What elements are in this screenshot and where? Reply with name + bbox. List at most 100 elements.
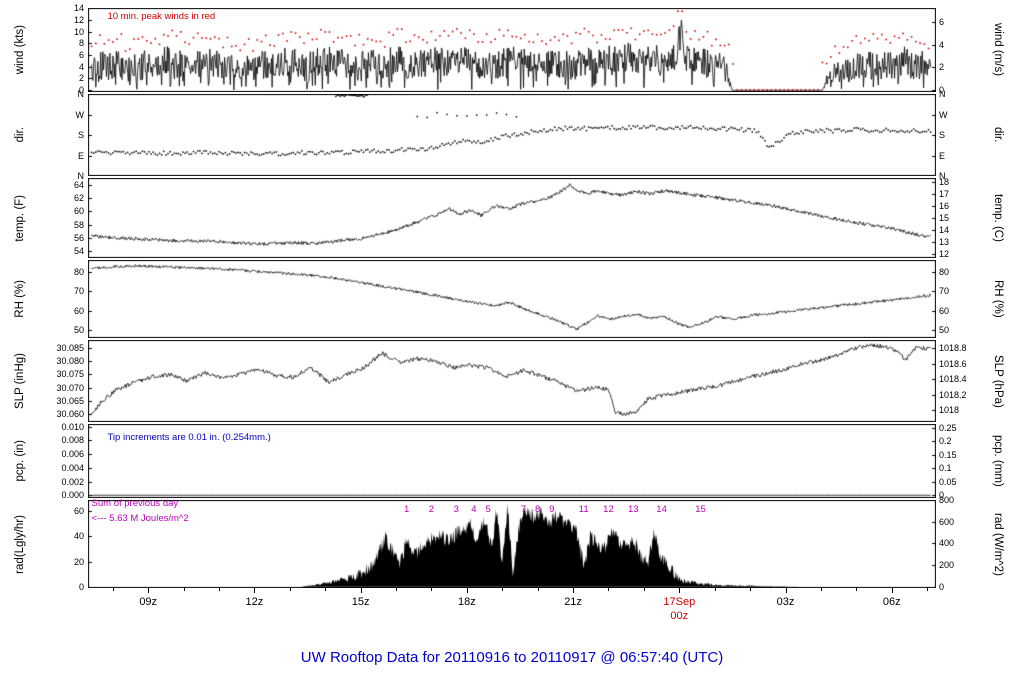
- y-tick-label-left-rad: 20: [73, 556, 84, 567]
- y-tick-label-left-dir: N: [77, 171, 85, 181]
- y-tick-label-right-rad: 200: [939, 560, 955, 571]
- x-tick-mark: [750, 588, 752, 591]
- y-tick-label-right-pcp: 0.1: [939, 463, 952, 474]
- y-tick-label-right-temp: 13: [939, 237, 950, 247]
- y-tick-label-left-pcp: 0.004: [61, 462, 84, 473]
- y-tick-label-right-dir: N: [939, 171, 946, 181]
- y-tick-label-right-rad: 600: [939, 516, 955, 527]
- annotation-rad: 13: [627, 503, 639, 515]
- y-tick-label-left-wind: 0: [78, 85, 84, 96]
- y-tick-label-left-pcp: 0.010: [61, 421, 84, 432]
- time-axis: 09z 12z 15z 18z 21z 17Sep 00z 03z 06z: [0, 588, 1024, 648]
- panel-temp: [88, 178, 936, 258]
- y-axis-title-left-rh: RH (%): [14, 280, 26, 318]
- y-tick-label-right-slp: 1018.2: [939, 389, 967, 400]
- annotation-pcp: Tip increments are 0.01 in. (0.254mm.): [107, 432, 271, 444]
- y-tick-label-right-temp: 12: [939, 249, 950, 259]
- x-tick-mark: [820, 588, 822, 591]
- y-tick-label-right-rad: 800: [939, 495, 955, 506]
- y-tick-label-left-slp: 30.060: [56, 409, 84, 420]
- annotation-rad: Sum of previous day: [91, 497, 179, 509]
- x-tick-label: 18z: [457, 596, 476, 608]
- y-tick-label-left-slp: 30.075: [56, 369, 84, 380]
- annotation-rad: 2: [428, 503, 435, 515]
- y-tick-label-right-temp: 16: [939, 201, 950, 211]
- annotation-rad: 7: [520, 503, 527, 515]
- y-axis-title-left-temp: temp. (F): [14, 194, 26, 242]
- y-tick-label-left-pcp: 0.006: [61, 449, 84, 460]
- y-tick-label-right-rh: 60: [939, 305, 950, 316]
- panel-wind: 10 min. peak winds in red: [88, 8, 936, 92]
- y-tick-label-left-rad: 60: [73, 506, 84, 517]
- y-tick-label-right-temp: 14: [939, 225, 950, 235]
- plot-canvas-rh: [88, 260, 936, 338]
- y-tick-label-left-temp: 58: [73, 219, 84, 230]
- x-tick-mark: [148, 588, 150, 593]
- y-tick-label-left-temp: 64: [73, 179, 84, 190]
- y-tick-label-right-pcp: 0.15: [939, 449, 957, 460]
- y-tick-label-left-slp: 30.080: [56, 356, 84, 367]
- x-tick-mark: [325, 588, 327, 591]
- y-tick-label-right-rad: 0: [939, 581, 945, 592]
- x-tick-mark: [856, 588, 858, 591]
- y-tick-label-right-dir: N: [939, 89, 946, 99]
- x-tick-mark: [396, 588, 398, 591]
- y-tick-label-left-dir: N: [77, 89, 85, 99]
- y-tick-label-left-rad: 0: [78, 581, 84, 592]
- y-tick-label-left-dir: S: [77, 130, 84, 140]
- y-axis-title-left-pcp: pcp. (in): [14, 440, 26, 482]
- y-axis-title-right-temp: temp. (C): [992, 194, 1004, 242]
- y-axis-title-left-rad: rad(Lgly/hr): [14, 514, 26, 574]
- y-tick-label-left-slp: 30.085: [56, 342, 84, 353]
- y-tick-label-right-wind: 2: [939, 62, 945, 73]
- y-tick-label-left-wind: 14: [73, 3, 84, 13]
- annotation-wind: 10 min. peak winds in red: [107, 11, 216, 23]
- y-tick-label-right-temp: 18: [939, 177, 950, 187]
- y-tick-label-right-dir: W: [939, 109, 948, 120]
- annotation-rad: <--- 5.63 M Joules/m^2: [91, 512, 189, 524]
- x-tick-mark: [183, 588, 185, 591]
- y-axis-title-left-dir: dir.: [14, 127, 26, 143]
- y-tick-label-right-wind: 0: [939, 85, 945, 96]
- y-tick-label-left-pcp: 0.000: [61, 490, 84, 501]
- y-tick-label-left-dir: W: [75, 109, 85, 120]
- annotation-rad: 3: [453, 503, 459, 515]
- y-axis-title-right-dir: dir.: [992, 127, 1004, 143]
- x-tick-mark: [254, 588, 256, 593]
- panel-dir: [88, 94, 936, 176]
- y-tick-label-right-slp: 1018.4: [939, 374, 967, 385]
- x-tick-label: 09z: [139, 596, 158, 608]
- y-tick-label-left-pcp: 0.008: [61, 435, 84, 446]
- x-tick-label: 00z: [670, 610, 689, 622]
- y-axis-title-right-slp: SLP (hPa): [992, 354, 1004, 408]
- y-tick-label-left-temp: 60: [73, 206, 84, 217]
- panel-rh: [88, 260, 936, 338]
- y-tick-label-left-wind: 10: [73, 26, 84, 37]
- plot-canvas-wind: [88, 8, 936, 92]
- plot-canvas-slp: [88, 340, 936, 422]
- x-tick-mark: [466, 588, 468, 593]
- y-tick-label-right-pcp: 0.05: [939, 476, 957, 487]
- y-tick-label-left-wind: 4: [78, 61, 84, 72]
- y-tick-label-right-slp: 1018.6: [939, 358, 967, 369]
- y-tick-label-right-pcp: 0.25: [939, 422, 957, 433]
- y-tick-label-left-temp: 54: [73, 246, 84, 257]
- y-tick-label-right-temp: 17: [939, 189, 950, 199]
- x-tick-mark: [289, 588, 291, 591]
- x-tick-label: 21z: [564, 596, 582, 608]
- y-axis-title-left-wind: wind (kts): [14, 25, 26, 75]
- y-tick-label-right-pcp: 0.2: [939, 436, 952, 447]
- y-axis-title-right-rh: RH (%): [992, 280, 1004, 318]
- y-tick-label-right-wind: 4: [939, 39, 945, 50]
- panel-pcp: Tip increments are 0.01 in. (0.254mm.): [88, 424, 936, 498]
- y-tick-label-left-temp: 62: [73, 193, 84, 203]
- y-tick-label-left-temp: 56: [73, 233, 84, 243]
- plot-canvas-rad: [88, 500, 936, 588]
- x-tick-mark: [360, 588, 362, 593]
- y-tick-label-right-rad: 400: [939, 538, 955, 549]
- y-tick-label-right-dir: E: [939, 150, 946, 161]
- x-tick-mark: [679, 588, 681, 593]
- y-tick-label-left-wind: 12: [73, 14, 84, 25]
- plot-canvas-dir: [88, 94, 936, 176]
- y-axis-title-right-pcp: pcp. (mm): [992, 435, 1004, 487]
